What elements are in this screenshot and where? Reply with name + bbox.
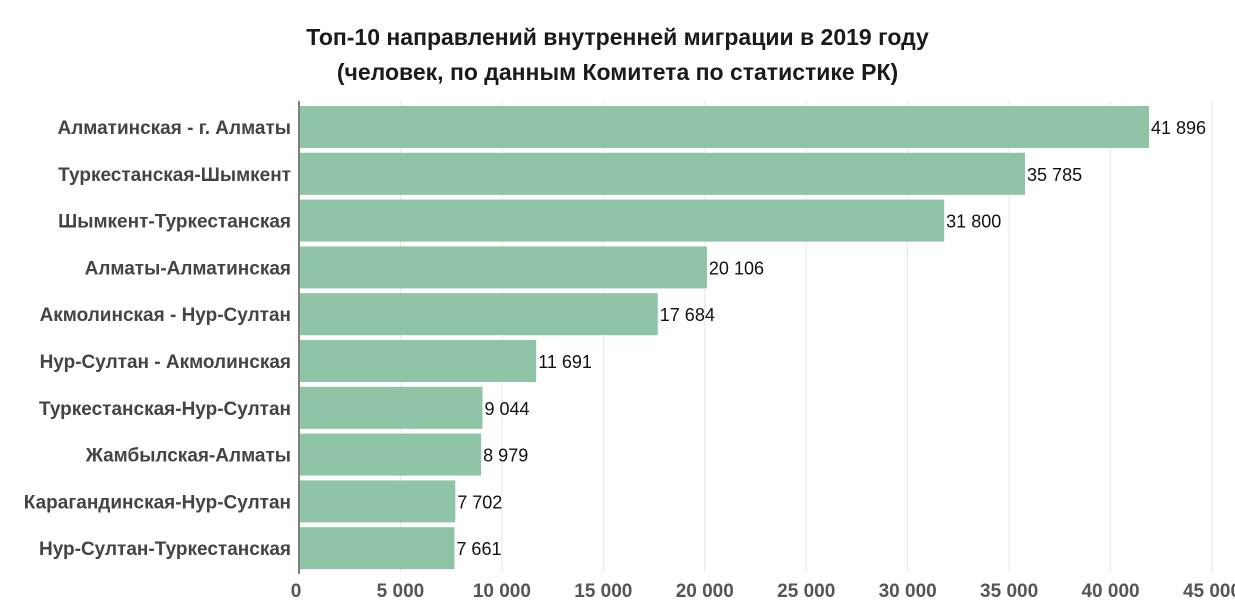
x-tick-label: 35 000 xyxy=(980,581,1038,602)
value-label: 35 785 xyxy=(1027,165,1082,185)
category-label: Алматинская - г. Алматы xyxy=(57,118,291,139)
x-tick-label: 40 000 xyxy=(1081,581,1139,602)
bar xyxy=(300,152,1026,195)
value-label: 31 800 xyxy=(946,212,1001,232)
chart-title-line2: (человек, по данным Комитета по статисти… xyxy=(336,59,899,85)
category-label: Акмолинская - Нур-Султан xyxy=(40,305,291,326)
category-label: Алматы-Алматинская xyxy=(85,258,291,279)
bar xyxy=(300,480,456,523)
value-label: 7 661 xyxy=(456,539,501,559)
category-label: Жамбылская-Алматы xyxy=(85,446,291,467)
bar xyxy=(300,340,537,382)
value-label: 9 044 xyxy=(484,399,529,419)
value-label: 41 896 xyxy=(1151,118,1206,138)
category-label: Нур-Султан-Туркестанская xyxy=(39,539,291,560)
x-tick-label: 25 000 xyxy=(777,581,835,602)
bar xyxy=(300,386,483,429)
value-label: 7 702 xyxy=(457,492,502,512)
bar xyxy=(300,199,945,242)
bar xyxy=(300,246,707,289)
category-label: Туркестанская-Шымкент xyxy=(58,165,291,186)
category-label: Туркестанская-Нур-Султан xyxy=(39,399,291,420)
x-tick-label: 0 xyxy=(291,581,302,602)
bar xyxy=(300,527,455,570)
x-tick-label: 10 000 xyxy=(473,581,531,602)
bar xyxy=(300,293,658,336)
bar xyxy=(300,106,1150,148)
x-tick-label: 30 000 xyxy=(879,581,937,602)
bar xyxy=(300,433,482,476)
chart-title-line1: Топ-10 направлений внутренней миграции в… xyxy=(306,24,929,50)
category-label: Шымкент-Туркестанская xyxy=(58,212,291,233)
value-label: 17 684 xyxy=(660,305,715,325)
value-label: 11 691 xyxy=(538,352,592,372)
category-label: Нур-Султан - Акмолинская xyxy=(40,352,291,373)
x-tick-label: 5 000 xyxy=(377,581,425,602)
x-tick-label: 45 000 xyxy=(1183,581,1235,602)
category-label: Карагандинская-Нур-Султан xyxy=(24,492,291,513)
value-label: 20 106 xyxy=(709,258,764,278)
x-tick-label: 15 000 xyxy=(574,581,632,602)
value-label: 8 979 xyxy=(483,446,528,466)
x-tick-label: 20 000 xyxy=(676,581,734,602)
